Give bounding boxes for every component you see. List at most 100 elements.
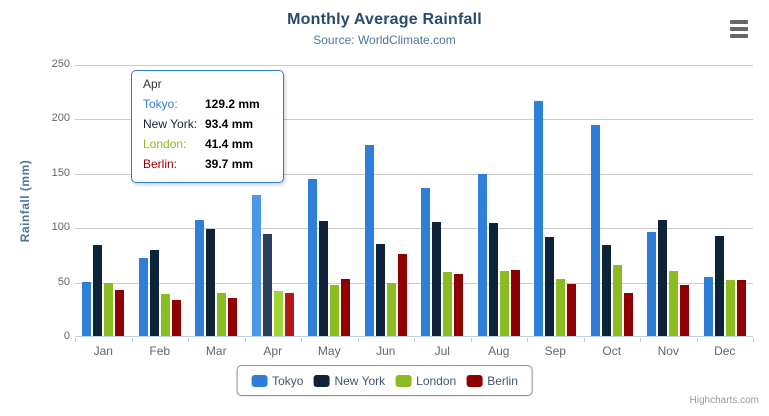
bar-london-may[interactable]	[330, 285, 340, 336]
hamburger-bar	[730, 34, 748, 38]
gridline	[75, 228, 753, 230]
x-axis-tick	[75, 338, 76, 342]
bar-new-york-nov[interactable]	[658, 220, 668, 336]
bar-berlin-may[interactable]	[341, 279, 351, 336]
bar-new-york-may[interactable]	[319, 221, 329, 336]
bar-berlin-aug[interactable]	[510, 270, 520, 336]
bar-new-york-oct[interactable]	[601, 245, 611, 336]
bar-london-feb[interactable]	[160, 294, 170, 336]
bar-berlin-oct[interactable]	[623, 293, 633, 336]
bar-tokyo-jan[interactable]	[82, 282, 92, 336]
bars-row	[75, 65, 753, 336]
gridline	[75, 173, 753, 175]
gridline	[75, 65, 753, 66]
category-group-sep	[527, 65, 584, 336]
legend-label: New York	[334, 373, 386, 388]
bar-new-york-sep[interactable]	[545, 237, 555, 336]
credits-link[interactable]: Highcharts.com	[689, 395, 759, 406]
bar-tokyo-dec[interactable]	[703, 277, 713, 336]
category-group-jun	[358, 65, 415, 336]
bar-berlin-nov[interactable]	[680, 285, 690, 336]
bar-london-sep[interactable]	[556, 279, 566, 336]
bar-berlin-dec[interactable]	[736, 280, 746, 336]
y-axis-tick-label: 250	[51, 58, 70, 70]
category-group-oct	[584, 65, 641, 336]
legend-item-london[interactable]: London	[395, 374, 456, 388]
bar-london-jul[interactable]	[443, 272, 453, 336]
x-axis-label-may: May	[317, 344, 341, 358]
x-axis-label-jun: Jun	[376, 344, 396, 358]
category-group-may	[301, 65, 358, 336]
gridline	[75, 282, 753, 284]
y-axis-tick-label: 200	[51, 112, 70, 125]
x-axis-labels: Jan Feb Mar Apr May Jun Jul Aug Sep Oct Nov Dec	[75, 344, 753, 358]
category-group-feb	[132, 65, 189, 336]
bar-tokyo-may[interactable]	[308, 179, 318, 336]
y-axis-tick-label: 50	[57, 275, 70, 288]
bar-berlin-sep[interactable]	[567, 284, 577, 336]
legend-swatch-icon	[395, 374, 412, 387]
y-axis-tick-label: 0	[63, 330, 70, 342]
bar-berlin-mar[interactable]	[228, 298, 238, 336]
hamburger-bar	[730, 27, 748, 31]
tooltip-row: New York: 93.4 mm	[143, 114, 275, 134]
bar-tokyo-sep[interactable]	[534, 101, 544, 336]
tooltip-series-value: 93.4 mm	[205, 117, 254, 131]
bar-london-jan[interactable]	[104, 283, 114, 336]
bar-new-york-feb[interactable]	[149, 250, 159, 336]
bar-tokyo-oct[interactable]	[590, 125, 600, 336]
bar-tokyo-apr[interactable]	[251, 195, 261, 336]
bar-new-york-apr[interactable]	[262, 234, 272, 336]
bar-berlin-apr[interactable]	[284, 293, 294, 336]
legend-swatch-icon	[313, 374, 330, 387]
x-axis-label-feb: Feb	[149, 344, 171, 358]
chart-subtitle: Source: WorldClimate.com	[313, 33, 456, 47]
x-axis-label-mar: Mar	[205, 344, 227, 358]
legend-item-tokyo[interactable]: Tokyo	[251, 374, 303, 388]
bar-tokyo-nov[interactable]	[647, 232, 657, 336]
bar-berlin-jan[interactable]	[115, 290, 125, 336]
bar-london-jun[interactable]	[386, 283, 396, 336]
bar-new-york-aug[interactable]	[488, 223, 498, 336]
category-group-dec	[697, 65, 754, 336]
bar-tokyo-aug[interactable]	[477, 174, 487, 336]
legend: Tokyo New York London Berlin	[236, 365, 533, 396]
y-axis-labels: 0 50 100 150 200 250	[0, 58, 70, 342]
tooltip-rows: Tokyo: 129.2 mm New York: 93.4 mm London: 41.…	[143, 94, 275, 174]
x-axis-label-jul: Jul	[434, 344, 450, 358]
bar-new-york-mar[interactable]	[206, 229, 216, 336]
x-axis-tick	[301, 338, 302, 342]
tooltip-series-value: 129.2 mm	[205, 97, 260, 111]
legend-item-berlin[interactable]: Berlin	[466, 374, 518, 388]
legend-item-new-york[interactable]: New York	[313, 374, 385, 388]
bar-berlin-feb[interactable]	[171, 300, 181, 336]
category-group-jul	[414, 65, 471, 336]
bar-london-apr[interactable]	[273, 291, 283, 336]
bar-new-york-jul[interactable]	[432, 222, 442, 336]
bar-london-dec[interactable]	[725, 280, 735, 336]
x-axis-tick	[414, 338, 415, 342]
bar-london-aug[interactable]	[499, 271, 509, 336]
hamburger-menu-icon[interactable]	[726, 16, 752, 42]
x-axis-tick	[471, 338, 472, 342]
bar-new-york-jan[interactable]	[93, 245, 103, 336]
bar-tokyo-mar[interactable]	[195, 220, 205, 336]
bar-berlin-jun[interactable]	[397, 254, 407, 336]
bar-berlin-jul[interactable]	[454, 274, 464, 336]
bar-tokyo-feb[interactable]	[138, 258, 148, 336]
bar-london-nov[interactable]	[669, 271, 679, 336]
x-axis-label-sep: Sep	[544, 344, 566, 358]
bar-tokyo-jun[interactable]	[364, 145, 374, 336]
chart-title: Monthly Average Rainfall	[287, 11, 482, 28]
bar-new-york-dec[interactable]	[714, 236, 724, 336]
y-axis-tick-label: 100	[51, 221, 70, 234]
bar-new-york-jun[interactable]	[375, 244, 385, 336]
bar-london-mar[interactable]	[217, 293, 227, 336]
tooltip-series-value: 39.7 mm	[205, 157, 254, 171]
bar-london-oct[interactable]	[612, 265, 622, 336]
bar-tokyo-jul[interactable]	[421, 188, 431, 336]
x-axis-label-oct: Oct	[602, 344, 622, 358]
x-axis-label-apr: Apr	[263, 344, 283, 358]
category-group-mar	[188, 65, 245, 336]
